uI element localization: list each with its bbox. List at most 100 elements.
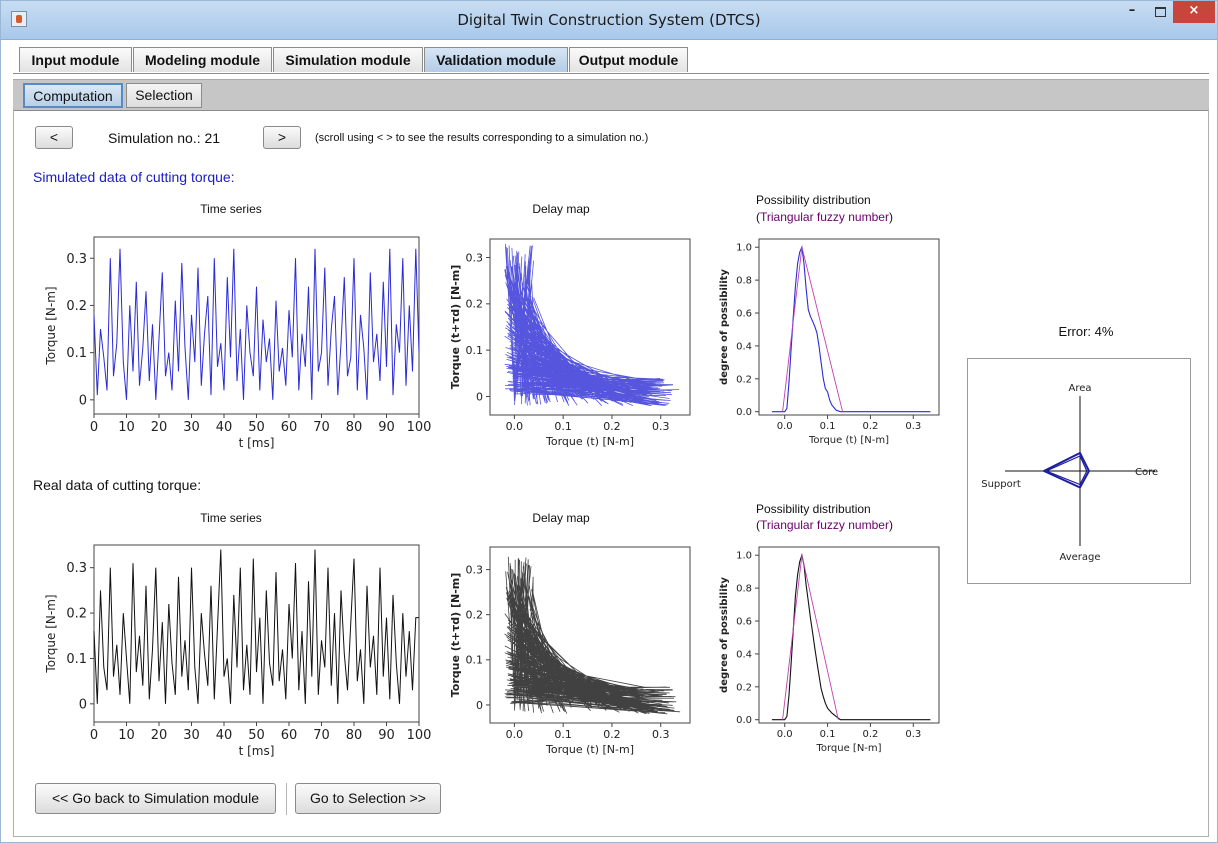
real-time-series-x-tick-label: 70	[313, 728, 330, 743]
maximize-icon	[1154, 7, 1166, 17]
sim-delay-map-x-tick-label: 0.3	[652, 420, 670, 433]
tab-output-module[interactable]: Output module	[569, 47, 688, 72]
sim-delay-map-x-tick-label: 0.0	[506, 420, 524, 433]
go-back-simulation-button[interactable]: << Go back to Simulation module	[35, 783, 276, 814]
real-delay-map-chart: 0.0 0.1 0.2 0.3 0 0.1 0.2 0.3 Torque (t) [N-m] To…	[449, 546, 691, 756]
real-time-series-x-tick-label: 100	[407, 728, 431, 743]
sim-time-series-y-tick-label: 0.1	[66, 346, 87, 361]
close-button[interactable]: ×	[1173, 1, 1215, 23]
sim-subtitle-fuzzy: Triangular fuzzy number	[760, 210, 889, 224]
tab-modeling-module[interactable]: Modeling module	[133, 47, 272, 72]
sim-possibility-x-tick-label: 0.2	[862, 421, 878, 432]
error-radar-axis-label: Core	[1135, 467, 1158, 478]
real-time-series-x-tick-label: 50	[248, 728, 265, 743]
simulation-number-label: Simulation no.: 21	[108, 130, 221, 146]
go-to-selection-button[interactable]: Go to Selection >>	[295, 783, 441, 814]
real-delay-map-trajectory-path	[504, 556, 681, 715]
real-delay-map-title: Delay map	[532, 511, 590, 525]
real-delay-map-y-axis-label: Torque (t+τd) [N-m]	[449, 573, 462, 698]
real-time-series-y-tick-label: 0.2	[66, 607, 87, 622]
maximize-button[interactable]	[1147, 1, 1173, 23]
real-possibility-x-axis-label: Torque [N-m]	[815, 743, 881, 754]
real-possibility-y-axis-label: degree of possibility	[719, 577, 730, 693]
real-time-series-x-tick-label: 20	[151, 728, 168, 743]
real-time-series-y-tick-label: 0	[79, 697, 87, 712]
real-time-series-x-tick-label: 60	[281, 728, 298, 743]
real-possibility-y-tick-label: 0.0	[736, 715, 752, 726]
computation-panel	[13, 109, 1209, 837]
tab-simulation-module[interactable]: Simulation module	[273, 47, 423, 72]
title-bar: Digital Twin Construction System (DTCS) …	[1, 1, 1217, 40]
real-time-series-y-tick-label: 0.1	[66, 652, 87, 667]
sim-time-series-x-tick-label: 60	[281, 420, 298, 435]
real-time-series-x-tick-label: 30	[183, 728, 200, 743]
sim-time-series-x-tick-label: 50	[248, 420, 265, 435]
error-radar-axis-label: Average	[1059, 552, 1100, 563]
scroll-hint: (scroll using < > to see the results cor…	[315, 132, 649, 144]
real-delay-map-trajectory	[504, 556, 681, 715]
sim-possibility-chart: 0.0 0.1 0.2 0.3 0.0 0.2 0.4 0.6 0.8 1.0 Torque (t)…	[719, 238, 940, 446]
real-time-series-x-tick-label: 80	[346, 728, 363, 743]
real-possibility-x-tick-label: 0.2	[862, 729, 878, 740]
sim-delay-map-y-axis-label: Torque (t+τd) [N-m]	[449, 265, 462, 390]
sim-possibility-y-tick-label: 0.2	[736, 374, 752, 385]
sim-delay-map-trajectory	[504, 243, 680, 407]
real-possibility-x-tick-label: 0.3	[905, 729, 921, 740]
sim-possibility-y-tick-label: 1.0	[736, 243, 752, 254]
real-possibility-x-tick-label: 0.1	[820, 729, 836, 740]
real-delay-map-y-tick-label: 0.2	[466, 609, 484, 622]
real-possibility-x-tick-label: 0.0	[777, 729, 793, 740]
sim-time-series-y-axis-label: Torque [N-m]	[44, 286, 58, 365]
sim-possibility-x-axis-label: Torque (t) [N-m]	[808, 435, 889, 446]
sim-delay-map-x-tick-label: 0.2	[603, 420, 621, 433]
button-divider	[286, 783, 287, 815]
minimize-button[interactable]: –	[1128, 3, 1136, 18]
real-delay-map-y-tick-label: 0.1	[466, 654, 484, 667]
sim-possibility-x-tick-label: 0.0	[777, 421, 793, 432]
real-possibility-distribution-line	[771, 553, 931, 721]
sim-subtitle-open: (	[756, 210, 760, 224]
sim-time-series-x-tick-label: 70	[313, 420, 330, 435]
real-possibility-plot-frame	[758, 546, 940, 724]
real-possibility-y-tick-label: 0.6	[736, 617, 752, 628]
sim-possibility-x-tick-label: 0.1	[820, 421, 836, 432]
next-simulation-button[interactable]: >	[263, 126, 301, 149]
sim-time-series-y-tick-label: 0	[79, 393, 87, 408]
sim-time-series-x-tick-label: 0	[90, 420, 98, 435]
sim-time-series-x-tick-label: 10	[118, 420, 135, 435]
tab-validation-module[interactable]: Validation module	[424, 47, 568, 72]
real-time-series-x-tick-label: 10	[118, 728, 135, 743]
sim-delay-map-y-tick-label: 0	[476, 390, 483, 403]
sim-possibility-plot-frame	[758, 238, 940, 416]
sub-tab-bar	[13, 79, 1209, 111]
real-possibility-title: Possibility distribution	[756, 502, 871, 516]
real-time-series-plot-frame	[93, 544, 420, 723]
sim-delay-map-trajectory-path	[504, 243, 680, 407]
real-time-series-series-line	[93, 549, 419, 704]
subtab-selection[interactable]: Selection	[126, 83, 202, 108]
real-time-series-y-axis-label: Torque [N-m]	[44, 594, 58, 673]
error-radar-axis-label: Support	[981, 479, 1021, 490]
sim-time-series-x-tick-label: 100	[407, 420, 431, 435]
real-section-title: Real data of cutting torque:	[33, 477, 202, 493]
window-title: Digital Twin Construction System (DTCS)	[457, 11, 761, 29]
real-possibility-chart: 0.0 0.1 0.2 0.3 0.0 0.2 0.4 0.6 0.8 1.0 Torque [N-…	[719, 546, 940, 754]
real-possibility-subtitle: (Triangular fuzzy number)	[756, 518, 893, 532]
sim-delay-map-title: Delay map	[532, 202, 590, 216]
sim-delay-map-y-tick-label: 0.2	[466, 298, 484, 311]
error-radar-axis-label: Area	[1068, 383, 1091, 394]
real-delay-map-x-tick-label: 0.1	[554, 728, 572, 741]
subtab-computation[interactable]: Computation	[23, 83, 123, 108]
sim-possibility-y-tick-label: 0.0	[736, 407, 752, 418]
java-app-icon	[11, 11, 27, 27]
sim-time-series-x-axis-label: t [ms]	[239, 436, 275, 450]
real-possibility-y-tick-label: 0.8	[736, 584, 752, 595]
error-label: Error: 4%	[1058, 324, 1114, 339]
tab-input-module[interactable]: Input module	[19, 47, 132, 72]
sim-delay-map-y-tick-label: 0.1	[466, 344, 484, 357]
previous-simulation-button[interactable]: <	[35, 126, 73, 149]
sim-time-series-x-tick-label: 40	[216, 420, 233, 435]
sim-possibility-x-tick-label: 0.3	[905, 421, 921, 432]
sim-time-series-y-tick-label: 0.2	[66, 299, 87, 314]
real-time-series-title: Time series	[200, 511, 262, 525]
